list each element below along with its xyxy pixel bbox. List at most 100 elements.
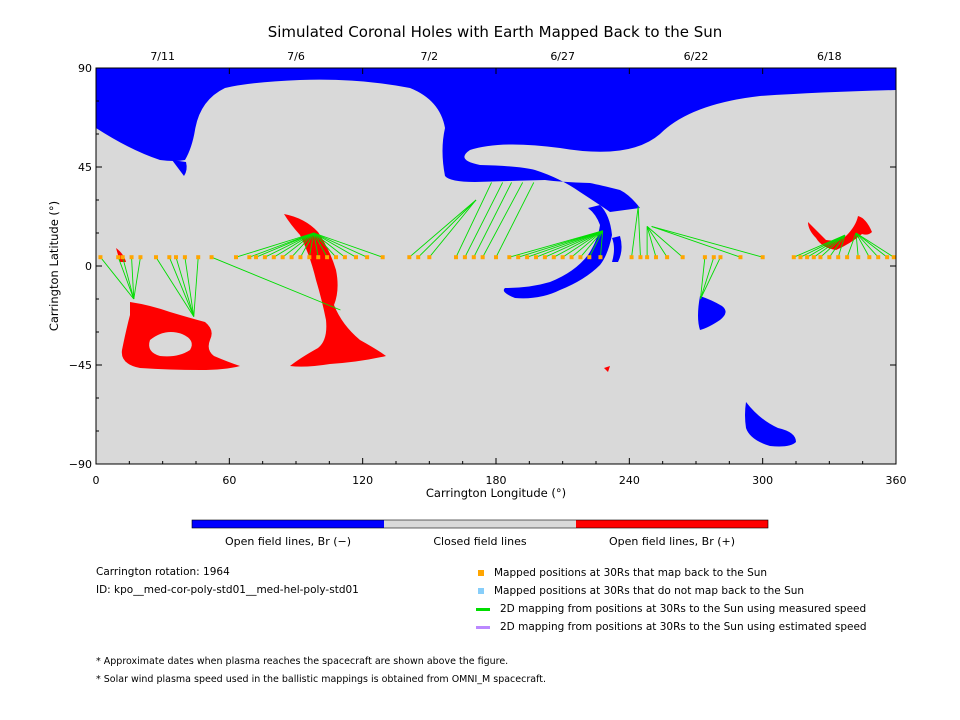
mapping-line-27	[409, 199, 477, 258]
colorbar-positive	[576, 520, 768, 528]
mapping-line-45	[599, 230, 604, 258]
mapping-line-6	[168, 257, 195, 317]
mapping-line-51	[646, 226, 683, 258]
mapping-line-57	[793, 234, 846, 258]
y-tick-label-0: 90	[78, 62, 92, 75]
carrington-rotation: Carrington rotation: 1964	[96, 566, 230, 578]
mapping-line-21	[313, 232, 328, 258]
model-id: ID: kpo__med-cor-poly-std01__med-hel-pol…	[96, 584, 359, 596]
mapped-point-57	[791, 255, 796, 260]
mapping-line-42	[571, 230, 603, 258]
y-tick-label-1: 45	[78, 161, 92, 174]
top-date-axis: 7/11 7/6 7/2 6/27 6/22 6/18	[150, 50, 841, 63]
colorbar-negative	[192, 520, 384, 528]
legend-measured-swatch	[476, 607, 490, 611]
mapping-line-66	[855, 232, 870, 258]
mapping-line-38	[535, 230, 603, 258]
mapped-point-65	[856, 255, 861, 260]
mapping-line-55	[651, 225, 741, 258]
mapping-line-56	[651, 225, 763, 258]
mapped-point-26	[380, 255, 385, 260]
legend-mapped-label: Mapped positions at 30Rs that map back t…	[494, 567, 768, 579]
mapped-point-28	[416, 255, 421, 260]
mapped-point-60	[811, 255, 816, 260]
x-tick-label-3: 180	[486, 474, 507, 487]
top-date-label-3: 6/27	[550, 50, 575, 63]
colorbar-frame	[191, 519, 769, 529]
mapped-point-17	[289, 255, 294, 260]
mapped-point-46	[629, 255, 634, 260]
mapped-point-61	[818, 255, 823, 260]
mapped-point-15	[271, 255, 276, 260]
x-tick-label-6: 360	[886, 474, 907, 487]
footnote-dates: * Approximate dates when plasma reaches …	[96, 656, 509, 667]
mapping-line-19	[308, 232, 315, 258]
mapped-point-19	[307, 255, 312, 260]
mapping-line-13	[255, 232, 314, 258]
mapped-point-67	[876, 255, 881, 260]
mapping-line-5	[155, 256, 195, 317]
mapped-point-3	[129, 255, 134, 260]
mapping-line-47	[637, 206, 641, 258]
mapped-point-49	[654, 255, 658, 260]
mapping-line-0	[100, 256, 135, 300]
positive-hole-east	[808, 216, 872, 250]
mapped-point-18	[298, 255, 303, 260]
chart-title: Simulated Coronal Holes with Earth Mappe…	[268, 23, 723, 41]
mapped-point-37	[525, 255, 530, 260]
mapping-line-54	[700, 257, 721, 300]
mapping-line-53	[700, 257, 715, 300]
top-date-label-5: 6/18	[817, 50, 842, 63]
mapped-point-51	[680, 255, 685, 260]
y-axis-label: Carrington Latitude (°)	[47, 201, 61, 331]
mapped-point-39	[542, 255, 547, 260]
small-polar-lobe	[172, 160, 187, 176]
mapping-line-25	[313, 232, 368, 258]
mapping-line-34	[495, 182, 535, 258]
mapped-point-64	[845, 255, 850, 260]
mapped-point-5	[154, 255, 158, 260]
y-tick-label-2: 0	[85, 260, 92, 273]
mapped-point-36	[516, 255, 521, 260]
mapped-point-1	[116, 255, 121, 260]
mapping-line-44	[588, 230, 604, 258]
mapped-point-24	[354, 255, 358, 260]
x-tick-label-1: 60	[222, 474, 236, 487]
mapping-line-14	[264, 232, 314, 258]
x-axis: 0 60 120 180 240 300 360	[93, 68, 907, 487]
mapped-point-0	[98, 255, 103, 260]
coronal-holes	[96, 68, 896, 447]
mapped-point-9	[196, 255, 201, 260]
central-negative-hole	[503, 205, 612, 299]
mapping-line-64	[846, 232, 857, 258]
mapped-point-34	[494, 255, 498, 260]
colorbar: Open field lines, Br (−) Closed field li…	[191, 519, 769, 548]
mapping-line-16	[282, 232, 315, 258]
north-polar-hole	[96, 68, 896, 212]
legend-mapped: Mapped positions at 30Rs that map back t…	[478, 566, 767, 580]
positive-hole-southwest-inner	[149, 332, 192, 357]
positive-fleck-lon190	[604, 366, 610, 372]
mapped-point-25	[365, 255, 370, 260]
mapping-line-22	[313, 232, 337, 258]
mapped-point-21	[325, 255, 330, 260]
mapped-point-45	[598, 255, 603, 260]
mapped-point-35	[507, 255, 512, 260]
mapped-point-59	[805, 255, 810, 260]
legend-unmapped-label: Mapped positions at 30Rs that do not map…	[494, 585, 805, 597]
mapping-line-65	[855, 232, 859, 258]
mapped-point-2	[120, 255, 125, 260]
mapped-point-47	[638, 255, 643, 260]
legend-mapped-swatch	[478, 570, 484, 576]
mapped-point-13	[254, 255, 258, 260]
mapped-point-6	[167, 255, 172, 260]
mapping-line-30	[455, 182, 492, 258]
mapping-line-39	[544, 230, 603, 258]
central-hole-arm	[612, 236, 622, 262]
southeast-hole	[745, 402, 796, 447]
legend-measured: 2D mapping from positions at 30Rs to the…	[476, 602, 866, 616]
y-axis: 90 45 0 −45 −90	[69, 62, 896, 471]
mapped-point-30	[454, 255, 458, 260]
top-date-label-2: 7/2	[420, 50, 438, 63]
